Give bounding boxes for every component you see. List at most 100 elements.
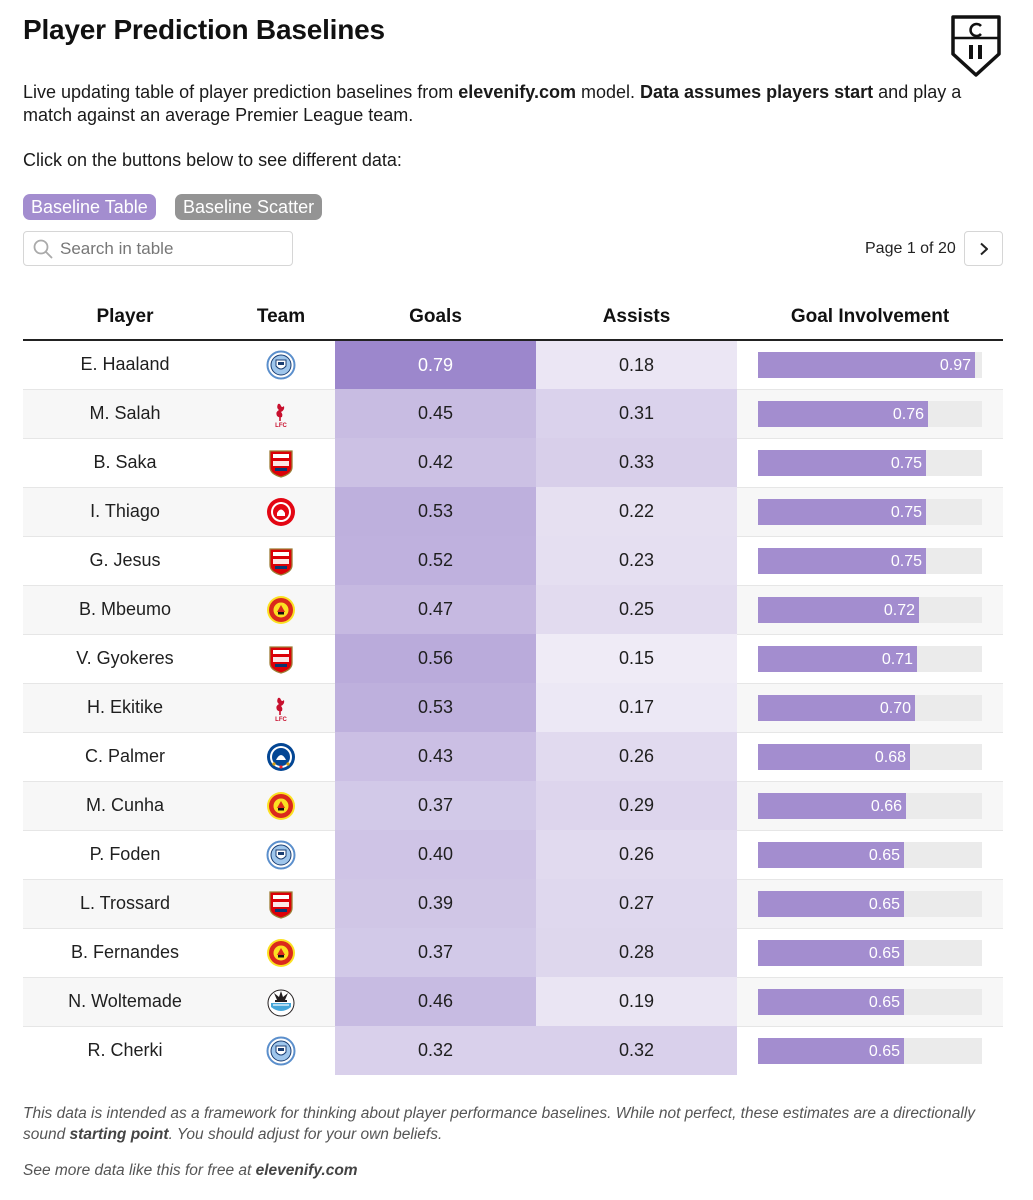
- table-row: P. Foden 0.40 0.26 0.65: [23, 830, 1003, 880]
- assists-value: 0.32: [536, 1026, 737, 1075]
- player-name: N. Woltemade: [23, 977, 227, 1027]
- goal-involvement-bar: 0.97: [758, 351, 982, 378]
- player-name: M. Cunha: [23, 781, 227, 831]
- assists-value: 0.25: [536, 585, 737, 634]
- goal-involvement-bar: 0.70: [758, 694, 982, 721]
- assists-value: 0.26: [536, 830, 737, 879]
- column-header-assists[interactable]: Assists: [536, 296, 737, 341]
- goals-value: 0.40: [335, 830, 536, 879]
- player-table: Player Team Goals Assists Goal Involveme…: [23, 296, 1003, 1075]
- team-cell: [227, 879, 335, 929]
- goal-involvement-value: 0.65: [868, 846, 900, 864]
- column-header-goal-involvement[interactable]: Goal Involvement: [737, 296, 1003, 341]
- column-header-goals[interactable]: Goals: [335, 296, 536, 341]
- goals-value: 0.43: [335, 732, 536, 781]
- goal-involvement-fill: [758, 645, 917, 672]
- baseline-table-button[interactable]: Baseline Table: [23, 194, 156, 220]
- team-cell: [227, 732, 335, 782]
- description: Live updating table of player prediction…: [23, 82, 962, 125]
- assists-value: 0.27: [536, 879, 737, 928]
- goals-value: 0.47: [335, 585, 536, 634]
- team-badge-icon: LFC: [266, 399, 296, 429]
- table-row: N. Woltemade 0.46 0.19 0.65: [23, 977, 1003, 1027]
- chevron-right-icon: [979, 242, 988, 255]
- goals-value: 0.53: [335, 683, 536, 732]
- player-name: G. Jesus: [23, 536, 227, 586]
- goal-involvement-fill: [758, 988, 904, 1015]
- goal-involvement-value: 0.71: [881, 650, 913, 668]
- assists-value: 0.26: [536, 732, 737, 781]
- team-cell: [227, 1026, 335, 1075]
- goal-involvement-fill: [758, 1037, 904, 1064]
- goals-value: 0.53: [335, 487, 536, 536]
- player-name: B. Saka: [23, 438, 227, 488]
- footer-text: See more data like this for free at elev…: [23, 1162, 358, 1179]
- table-row: B. Fernandes 0.37 0.28 0.65: [23, 928, 1003, 978]
- assists-value: 0.29: [536, 781, 737, 830]
- table-row: B. Saka 0.42 0.33 0.75: [23, 438, 1003, 488]
- goal-involvement-bar: 0.65: [758, 1037, 982, 1064]
- goal-involvement-fill: [758, 596, 919, 623]
- svg-text:LFC: LFC: [275, 717, 287, 723]
- team-badge-icon: LFC: [266, 693, 296, 723]
- team-cell: [227, 781, 335, 831]
- goal-involvement-bar: 0.65: [758, 890, 982, 917]
- goals-value: 0.56: [335, 634, 536, 683]
- svg-text:LFC: LFC: [275, 423, 287, 429]
- goals-value: 0.32: [335, 1026, 536, 1075]
- player-name: L. Trossard: [23, 879, 227, 929]
- search-input[interactable]: [60, 238, 280, 259]
- goal-involvement-cell: 0.66: [737, 781, 1003, 831]
- player-name: R. Cherki: [87, 1040, 163, 1061]
- assists-value: 0.18: [536, 340, 737, 389]
- column-header-team[interactable]: Team: [227, 296, 335, 341]
- goal-involvement-fill: [758, 400, 928, 427]
- goal-involvement-fill: [758, 743, 910, 770]
- goal-involvement-fill: [758, 498, 926, 525]
- team-badge-icon: [266, 595, 296, 625]
- goals-value: 0.42: [335, 438, 536, 487]
- team-cell: [227, 634, 335, 684]
- instructions-text: Click on the buttons below to see differ…: [23, 150, 402, 170]
- assists-value: 0.23: [536, 536, 737, 585]
- goal-involvement-bar: 0.68: [758, 743, 982, 770]
- assists-value: 0.17: [536, 683, 737, 732]
- team-cell: [227, 438, 335, 488]
- goal-involvement-bar: 0.65: [758, 988, 982, 1015]
- goal-involvement-value: 0.65: [868, 1042, 900, 1060]
- team-cell: LFC: [227, 683, 335, 733]
- table-row: E. Haaland 0.79 0.18 0.97: [23, 340, 1003, 390]
- next-page-button[interactable]: [964, 231, 1003, 266]
- goal-involvement-value: 0.75: [890, 503, 922, 521]
- goal-involvement-value: 0.97: [939, 356, 971, 374]
- table-row: H. Ekitike LFC 0.53 0.17 0.70: [23, 683, 1003, 733]
- goal-involvement-bar: 0.65: [758, 841, 982, 868]
- player-name: E. Haaland: [23, 340, 227, 390]
- table-row: G. Jesus 0.52 0.23 0.75: [23, 536, 1003, 586]
- goal-involvement-bar: 0.71: [758, 645, 982, 672]
- goal-involvement-value: 0.65: [868, 895, 900, 913]
- goal-involvement-fill: [758, 841, 904, 868]
- baseline-scatter-button[interactable]: Baseline Scatter: [175, 194, 323, 220]
- search-box[interactable]: [23, 231, 293, 266]
- goal-involvement-fill: [758, 449, 926, 476]
- goal-involvement-cell: 0.71: [737, 634, 1003, 684]
- goals-value: 0.46: [335, 977, 536, 1026]
- goal-involvement-cell: 0.65: [737, 879, 1003, 929]
- goal-involvement-cell: 0.70: [737, 683, 1003, 733]
- team-badge-icon: [266, 448, 296, 478]
- team-badge-icon: [266, 938, 296, 968]
- goal-involvement-bar: 0.75: [758, 547, 982, 574]
- team-cell: LFC: [227, 389, 335, 439]
- goals-value: 0.79: [335, 340, 536, 389]
- goals-value: 0.39: [335, 879, 536, 928]
- column-header-player[interactable]: Player: [23, 296, 227, 341]
- player-name: V. Gyokeres: [23, 634, 227, 684]
- table-row: C. Palmer 0.43 0.26 0.68: [23, 732, 1003, 782]
- goal-involvement-cell: 0.65: [737, 830, 1003, 880]
- team-badge-icon: [266, 644, 296, 674]
- goal-involvement-cell: 0.75: [737, 438, 1003, 488]
- goal-involvement-value: 0.75: [890, 552, 922, 570]
- goals-value: 0.45: [335, 389, 536, 438]
- goal-involvement-value: 0.65: [868, 993, 900, 1011]
